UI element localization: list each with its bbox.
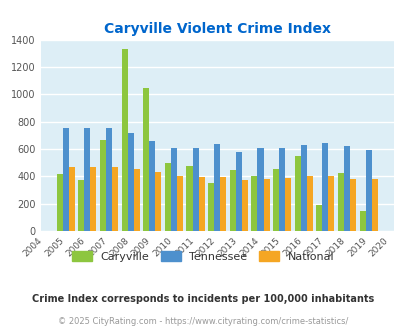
- Bar: [84, 128, 90, 231]
- Bar: [300, 145, 306, 231]
- Bar: [106, 128, 112, 231]
- Bar: [90, 167, 96, 231]
- Bar: [257, 148, 263, 231]
- Bar: [284, 178, 290, 231]
- Bar: [149, 141, 155, 231]
- Title: Caryville Violent Crime Index: Caryville Violent Crime Index: [103, 22, 330, 36]
- Bar: [192, 148, 198, 231]
- Bar: [78, 180, 84, 231]
- Bar: [322, 143, 328, 231]
- Bar: [164, 163, 171, 231]
- Bar: [171, 148, 177, 231]
- Bar: [251, 176, 257, 231]
- Bar: [337, 173, 343, 231]
- Legend: Caryville, Tennessee, National: Caryville, Tennessee, National: [67, 247, 338, 267]
- Text: © 2025 CityRating.com - https://www.cityrating.com/crime-statistics/: © 2025 CityRating.com - https://www.city…: [58, 317, 347, 326]
- Bar: [208, 183, 214, 231]
- Bar: [263, 179, 269, 231]
- Bar: [220, 177, 226, 231]
- Bar: [343, 146, 349, 231]
- Bar: [133, 170, 139, 231]
- Bar: [235, 152, 241, 231]
- Bar: [100, 140, 106, 231]
- Bar: [177, 176, 183, 231]
- Bar: [57, 174, 62, 231]
- Bar: [214, 144, 220, 231]
- Bar: [121, 49, 127, 231]
- Bar: [273, 169, 278, 231]
- Bar: [198, 177, 204, 231]
- Bar: [186, 166, 192, 231]
- Bar: [371, 179, 377, 231]
- Bar: [349, 179, 355, 231]
- Bar: [127, 133, 133, 231]
- Bar: [278, 148, 284, 231]
- Bar: [155, 172, 161, 231]
- Bar: [68, 167, 75, 231]
- Bar: [62, 128, 68, 231]
- Bar: [328, 176, 334, 231]
- Bar: [365, 150, 371, 231]
- Bar: [112, 167, 118, 231]
- Text: Crime Index corresponds to incidents per 100,000 inhabitants: Crime Index corresponds to incidents per…: [32, 294, 373, 304]
- Bar: [229, 170, 235, 231]
- Bar: [143, 88, 149, 231]
- Bar: [359, 211, 365, 231]
- Bar: [306, 176, 312, 231]
- Bar: [294, 156, 300, 231]
- Bar: [241, 181, 247, 231]
- Bar: [315, 205, 322, 231]
